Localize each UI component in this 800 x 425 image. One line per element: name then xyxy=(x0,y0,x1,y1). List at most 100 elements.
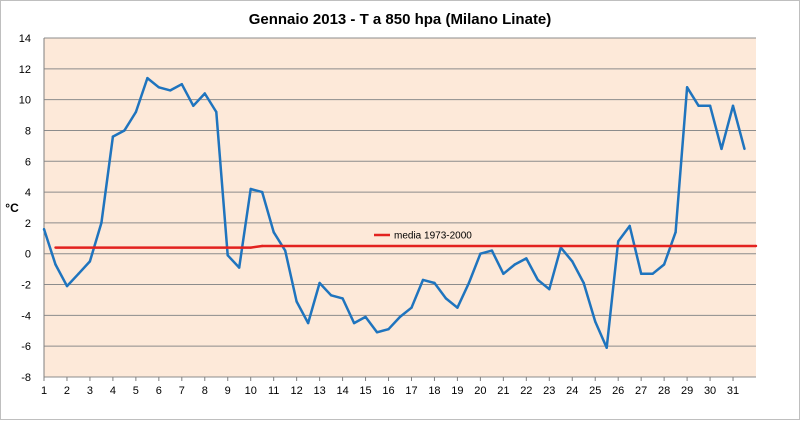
temperature-point xyxy=(295,300,298,303)
x-tick-label: 20 xyxy=(474,385,486,397)
y-tick-label: -4 xyxy=(21,310,31,322)
temperature-point xyxy=(111,135,115,138)
temperature-point xyxy=(65,284,69,288)
x-tick-label: 16 xyxy=(382,385,394,397)
x-tick-label: 25 xyxy=(589,385,601,397)
temperature-point xyxy=(502,272,505,275)
temperature-point xyxy=(490,249,494,252)
temperature-point xyxy=(249,187,252,191)
y-tick-label: -8 xyxy=(21,372,31,384)
x-tick-label: 19 xyxy=(451,385,463,397)
temperature-point xyxy=(548,288,551,291)
temperature-point xyxy=(731,104,735,108)
x-tick-label: 4 xyxy=(110,385,116,397)
temperature-point xyxy=(306,321,310,325)
x-tick-label: 12 xyxy=(291,385,303,397)
temperature-point xyxy=(42,227,46,231)
temperature-point xyxy=(123,129,126,132)
x-tick-label: 11 xyxy=(268,385,279,397)
temperature-point xyxy=(697,104,700,108)
temperature-point xyxy=(341,297,344,300)
temperature-point xyxy=(456,306,459,309)
temperature-point xyxy=(662,263,666,266)
temperature-point xyxy=(640,272,643,275)
average-point xyxy=(754,244,758,248)
temperature-point xyxy=(54,263,57,266)
temperature-point xyxy=(617,240,620,243)
temperature-point xyxy=(582,281,585,285)
y-tick-label: 2 xyxy=(25,218,31,230)
x-tick-label: 1 xyxy=(41,385,47,397)
temperature-point xyxy=(352,321,356,325)
temperature-point xyxy=(743,147,746,151)
y-tick-label: 10 xyxy=(19,95,31,107)
plot-area xyxy=(44,38,756,377)
x-tick-label: 15 xyxy=(359,385,371,397)
x-tick-label: 17 xyxy=(405,385,417,397)
y-tick-label: 0 xyxy=(25,249,31,261)
x-tick-label: 9 xyxy=(225,385,231,397)
x-tick-label: 7 xyxy=(179,385,185,397)
temperature-point xyxy=(180,83,183,86)
x-tick-label: 14 xyxy=(336,385,348,397)
y-tick-label: 12 xyxy=(19,64,31,76)
temperature-point xyxy=(398,315,402,319)
temperature-point xyxy=(284,249,287,252)
x-tick-label: 27 xyxy=(635,385,647,397)
x-tick-label: 2 xyxy=(64,385,70,397)
x-tick-label: 13 xyxy=(313,385,325,397)
y-tick-label: 6 xyxy=(25,156,31,168)
x-tick-label: 30 xyxy=(704,385,716,397)
chart-title: Gennaio 2013 - T a 850 hpa (Milano Linat… xyxy=(249,11,552,28)
temperature-point xyxy=(88,260,92,263)
temperature-point xyxy=(628,224,631,228)
temperature-point xyxy=(272,231,275,234)
series-layer xyxy=(42,76,758,349)
average-point xyxy=(249,246,252,249)
x-tick-label: 6 xyxy=(156,385,162,397)
temperature-point xyxy=(203,92,206,95)
x-tick-label: 18 xyxy=(428,385,440,397)
average-point xyxy=(261,244,264,248)
x-tick-label: 28 xyxy=(658,385,670,397)
legend-label: media 1973-2000 xyxy=(394,231,472,242)
x-tick-label: 26 xyxy=(612,385,624,397)
temperature-point xyxy=(318,281,321,285)
temperature-point xyxy=(651,272,654,275)
temperature-point xyxy=(479,252,482,255)
temperature-point xyxy=(261,190,264,194)
legend: media 1973-2000 xyxy=(374,231,472,242)
x-tick-label: 24 xyxy=(566,385,578,397)
x-tick-label: 8 xyxy=(202,385,208,397)
y-axis-ticks: 14 12 10 8 6 4 2 0 -2 -4 -6 -8 xyxy=(19,33,31,384)
temperature-point xyxy=(169,89,172,92)
temperature-point xyxy=(364,315,367,319)
temperature-point xyxy=(421,278,425,282)
temperature-point xyxy=(467,281,471,285)
temperature-point xyxy=(444,297,448,300)
temperature-point xyxy=(215,110,218,114)
x-tick-label: 31 xyxy=(727,385,739,397)
temperature-point xyxy=(134,110,138,114)
temperature-point xyxy=(387,328,390,331)
y-tick-label: 8 xyxy=(25,125,31,137)
x-tick-label: 21 xyxy=(497,385,509,397)
temperature-point xyxy=(571,260,574,263)
temperature-point xyxy=(192,104,195,108)
temperature-point xyxy=(410,306,413,309)
average-series-line xyxy=(55,244,756,249)
temperature-point xyxy=(77,272,80,275)
x-axis-ticks: 1 2 3 4 5 6 7 8 9 10 11 12 13 14 15 16 17 18 19 20 21 22 23 24 2… xyxy=(41,377,739,397)
temperature-point xyxy=(375,331,379,334)
temperature-point xyxy=(536,278,539,282)
temperature-point xyxy=(674,231,677,234)
average-point xyxy=(54,246,57,249)
temperature-point xyxy=(594,320,597,323)
temperature-point xyxy=(708,104,712,108)
y-tick-label: 4 xyxy=(25,187,31,199)
temperature-point xyxy=(433,281,436,285)
y-tick-label: 14 xyxy=(19,33,31,45)
x-tick-label: 22 xyxy=(520,385,532,397)
